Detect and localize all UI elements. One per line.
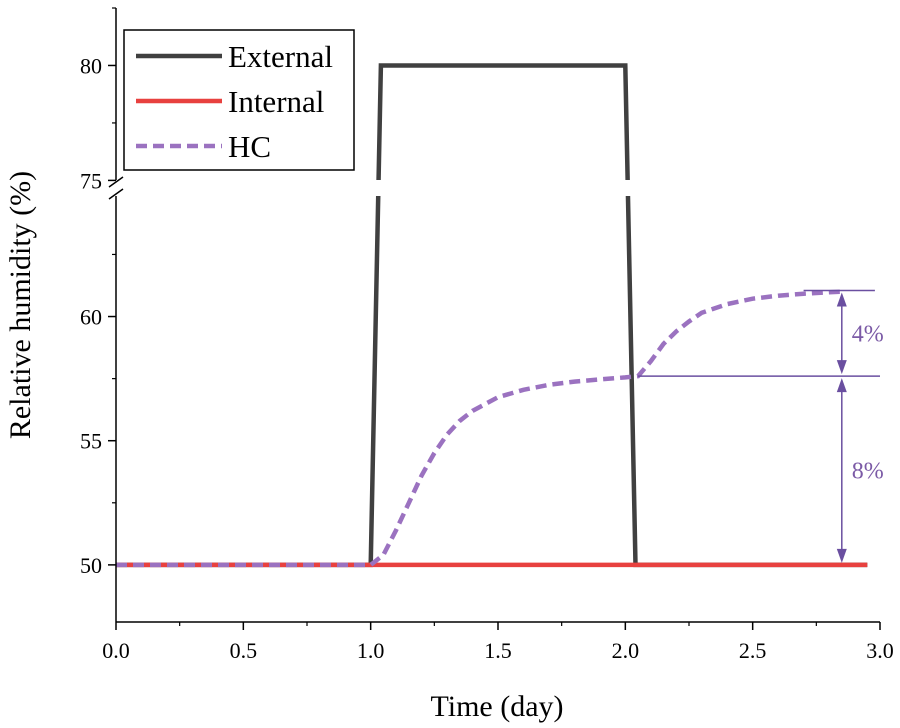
x-tick-label: 0.5 — [230, 638, 258, 663]
y-tick-label: 55 — [80, 429, 102, 454]
legend-label-external: External — [228, 39, 333, 74]
legend: External Internal HC — [123, 29, 355, 171]
annotation-arrow-head-down — [836, 548, 847, 563]
x-tick-label: 3.0 — [866, 638, 894, 663]
x-axis-title: Time (day) — [430, 690, 563, 723]
legend-label-hc: HC — [228, 129, 271, 164]
annotations: 4% 8% — [638, 289, 884, 563]
axis-break-mark-bottom — [108, 188, 124, 200]
axis-break-gap — [117, 180, 879, 196]
annotation-label: 8% — [852, 459, 884, 485]
x-tick-label: 2.5 — [739, 638, 767, 663]
axes: 0.0 0.5 1.0 1.5 2.0 2.5 3.0 50 55 60 75 80 — [80, 7, 894, 663]
x-tick-label: 1.5 — [484, 638, 512, 663]
annotation-arrow-head-up — [836, 292, 847, 307]
axis-break-mark-top — [108, 176, 124, 188]
y-tick-label: 75 — [80, 168, 102, 193]
y-axis-title: Relative humidity (%) — [4, 171, 37, 439]
plot-lines — [116, 63, 879, 568]
x-tick-label: 2.0 — [612, 638, 640, 663]
y-tick-label: 80 — [80, 53, 102, 78]
legend-label-internal: Internal — [228, 84, 324, 119]
y-tick-label: 50 — [80, 553, 102, 578]
x-tick-label: 1.0 — [357, 638, 385, 663]
y-tick-label: 60 — [80, 305, 102, 330]
annotation-arrow-head-up — [836, 378, 847, 393]
annotation-label: 4% — [852, 321, 884, 347]
annotation-arrow-head-down — [836, 360, 847, 375]
x-tick-label: 0.0 — [102, 638, 130, 663]
series-line-hc — [116, 289, 842, 568]
